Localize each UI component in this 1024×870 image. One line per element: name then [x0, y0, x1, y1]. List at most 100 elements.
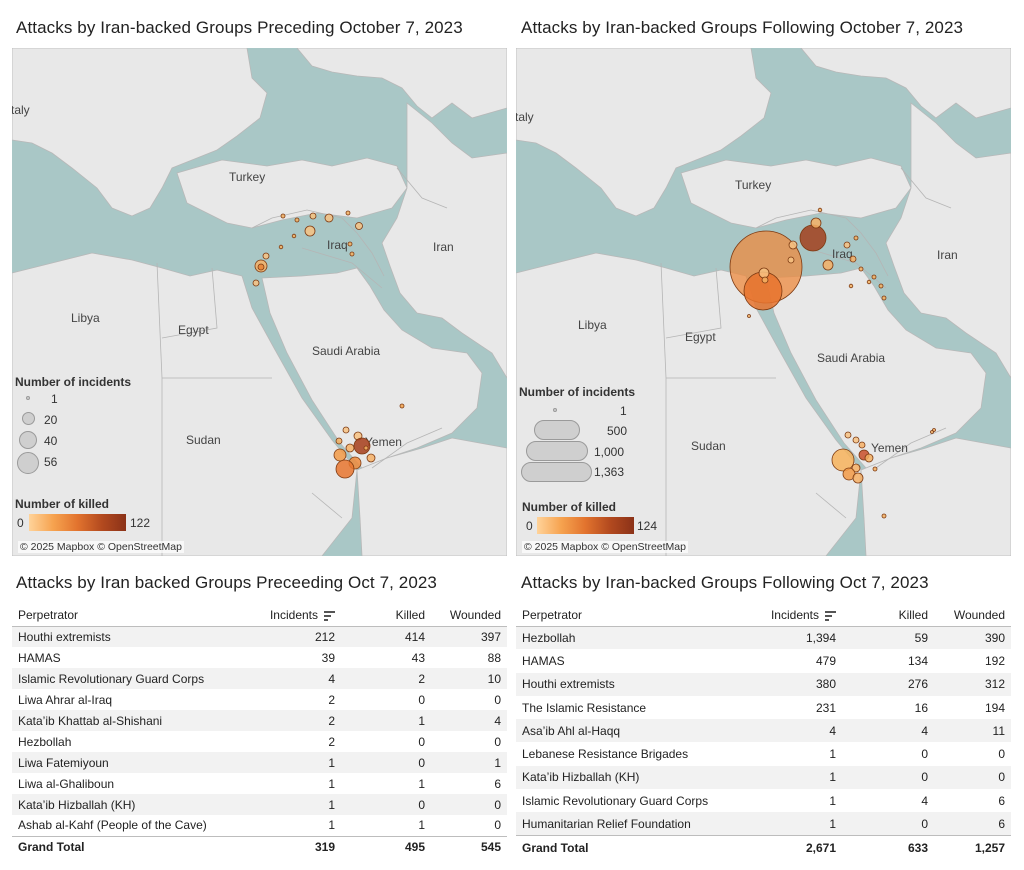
left-map-basemap — [12, 48, 507, 556]
incident-marker[interactable] — [878, 283, 884, 289]
incidents-cell: 1 — [736, 765, 842, 790]
incident-marker[interactable] — [335, 459, 355, 479]
table-row[interactable]: Lebanese Resistance Brigades 1 0 0 — [516, 742, 1011, 765]
incident-marker[interactable] — [831, 448, 855, 472]
column-header-killed[interactable]: Killed — [842, 604, 934, 627]
table-row[interactable]: Islamic Revolutionary Guard Corps 4 2 10 — [12, 668, 507, 689]
place-label-libya: Libya — [578, 318, 607, 332]
killed-cell: 43 — [411, 650, 425, 665]
incident-marker[interactable] — [345, 210, 351, 216]
incident-marker[interactable] — [324, 213, 334, 223]
table-row[interactable]: Hezbollah 1,394 59 390 — [516, 626, 1011, 650]
incident-marker[interactable] — [349, 251, 355, 257]
table-row[interactable]: The Islamic Resistance 231 16 194 — [516, 696, 1011, 719]
incident-marker[interactable] — [849, 255, 857, 263]
map-attribution[interactable]: © 2025 Mapbox © OpenStreetMap — [18, 541, 184, 553]
incident-marker[interactable] — [817, 207, 823, 213]
incident-marker[interactable] — [363, 445, 369, 451]
incident-marker[interactable] — [858, 266, 864, 272]
total-killed: 495 — [341, 835, 431, 857]
column-header-killed[interactable]: Killed — [341, 604, 431, 627]
incident-marker[interactable] — [309, 212, 317, 220]
incident-marker[interactable] — [851, 463, 861, 473]
perpetrator-cell: HAMAS — [522, 653, 565, 668]
table-row[interactable]: Houthi extremists 380 276 312 — [516, 672, 1011, 696]
place-label-turkey: Turkey — [229, 170, 266, 184]
incident-marker[interactable] — [747, 314, 751, 318]
incidents-legend-label-40: 40 — [44, 434, 58, 448]
incident-marker[interactable] — [355, 222, 363, 230]
table-row[interactable]: Kata’ib Hizballah (KH) 1 0 0 — [12, 794, 507, 815]
incident-marker[interactable] — [881, 513, 887, 519]
column-header-perpetrator[interactable]: Perpetrator — [12, 604, 234, 627]
incident-marker[interactable] — [853, 235, 859, 241]
column-header-incidents[interactable]: Incidents — [234, 604, 341, 627]
incident-marker[interactable] — [335, 437, 343, 445]
incident-marker[interactable] — [342, 426, 350, 434]
incident-marker[interactable] — [278, 244, 284, 250]
column-header-perpetrator[interactable]: Perpetrator — [516, 604, 736, 627]
map-attribution[interactable]: © 2025 Mapbox © OpenStreetMap — [522, 541, 688, 553]
table-row[interactable]: HAMAS 479 134 192 — [516, 649, 1011, 672]
incident-marker[interactable] — [758, 267, 770, 279]
incident-marker[interactable] — [788, 240, 798, 250]
table-row[interactable]: Hezbollah 2 0 0 — [12, 731, 507, 752]
incident-marker[interactable] — [822, 259, 834, 271]
perpetrator-cell: Liwa Fatemiyoun — [12, 752, 234, 773]
incidents-cell: 1 — [234, 752, 341, 773]
incident-marker[interactable] — [848, 283, 854, 289]
column-header-wounded[interactable]: Wounded — [431, 604, 507, 627]
sort-descending-icon[interactable] — [324, 611, 335, 621]
incident-marker[interactable] — [333, 448, 347, 462]
incident-marker[interactable] — [366, 453, 376, 463]
table-row[interactable]: Kata’ib Hizballah (KH) 1 0 0 — [516, 765, 1011, 790]
column-header-wounded[interactable]: Wounded — [934, 604, 1011, 627]
incident-marker[interactable] — [844, 431, 852, 439]
incident-marker[interactable] — [345, 443, 355, 453]
incident-marker[interactable] — [843, 241, 851, 249]
table-row[interactable]: HAMAS 39 43 88 — [12, 647, 507, 668]
right-map[interactable]: taly Turkey Iraq Iran Libya Egypt Saudi … — [516, 48, 1011, 556]
incidents-cell: 1 — [328, 818, 335, 833]
place-label-italy: taly — [516, 110, 534, 124]
sort-descending-icon[interactable] — [825, 611, 836, 621]
incident-marker[interactable] — [787, 256, 795, 264]
table-row[interactable]: Ashab al-Kahf (People of the Cave) 1 1 0 — [12, 815, 507, 836]
incident-marker[interactable] — [252, 279, 260, 287]
table-row[interactable]: Liwa al-Ghaliboun 1 1 6 — [12, 773, 507, 794]
incident-marker[interactable] — [799, 224, 827, 252]
incident-marker[interactable] — [871, 274, 877, 280]
incident-marker[interactable] — [304, 225, 316, 237]
incident-marker[interactable] — [291, 233, 297, 239]
incident-marker[interactable] — [810, 217, 822, 229]
table-row[interactable]: Liwa Fatemiyoun 1 0 1 — [12, 752, 507, 773]
incident-marker[interactable] — [858, 441, 866, 449]
column-header-incidents[interactable]: Incidents — [736, 604, 842, 627]
table-row[interactable]: Liwa Ahrar al-Iraq 2 0 0 — [12, 689, 507, 710]
place-label-libya: Libya — [71, 311, 100, 325]
incident-marker[interactable] — [872, 466, 878, 472]
left-map[interactable]: taly Turkey Iraq Iran Libya Egypt Saudi … — [12, 48, 507, 556]
incident-marker[interactable] — [257, 263, 265, 271]
incident-marker[interactable] — [399, 403, 405, 409]
incident-marker[interactable] — [864, 453, 874, 463]
incidents-legend-title: Number of incidents — [15, 375, 132, 389]
incident-marker[interactable] — [347, 241, 353, 247]
incident-marker[interactable] — [353, 437, 371, 455]
table-row[interactable]: Kata’ib Khattab al-Shishani 2 1 4 — [12, 710, 507, 731]
incident-marker[interactable] — [294, 217, 300, 223]
table-row[interactable]: Humanitarian Relief Foundation 1 0 6 — [516, 812, 1011, 836]
table-row[interactable]: Asa’ib Ahl al-Haqq 4 4 11 — [516, 719, 1011, 743]
incident-marker[interactable] — [262, 252, 270, 260]
table-row[interactable]: Islamic Revolutionary Guard Corps 1 4 6 — [516, 789, 1011, 812]
incident-marker[interactable] — [852, 436, 860, 444]
incident-marker[interactable] — [852, 472, 864, 484]
place-label-turkey: Turkey — [735, 178, 772, 192]
table-row[interactable]: Houthi extremists 212 414 397 — [12, 626, 507, 647]
incident-marker[interactable] — [866, 279, 872, 285]
incident-marker[interactable] — [881, 295, 887, 301]
incident-marker[interactable] — [280, 213, 286, 219]
killed-cell: 0 — [341, 794, 431, 815]
incident-marker[interactable] — [930, 430, 934, 434]
incident-marker[interactable] — [761, 276, 769, 284]
